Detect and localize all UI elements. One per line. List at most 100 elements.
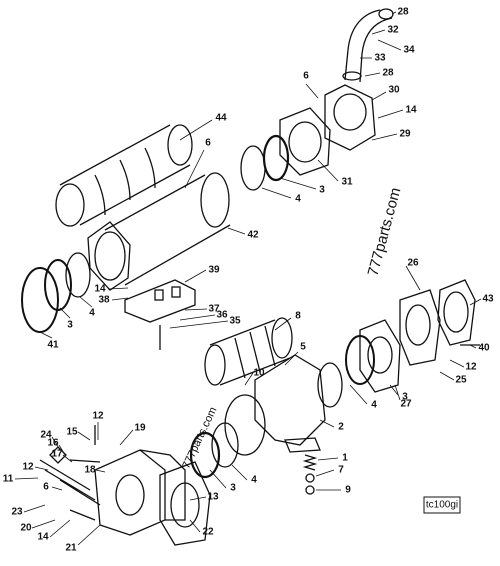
line-art-part xyxy=(333,93,367,131)
line-art-part xyxy=(94,231,126,281)
line-art-part xyxy=(94,147,156,216)
line-art-part xyxy=(55,183,85,227)
callout-number: 18 xyxy=(84,465,96,476)
line-art-part xyxy=(115,474,145,516)
callout-number: 11 xyxy=(3,474,14,485)
line-art-part xyxy=(211,422,239,468)
callout-number: 3 xyxy=(402,392,408,403)
callout-number: 17 xyxy=(51,449,63,460)
callout-number: 43 xyxy=(482,294,494,305)
callout-number: 6 xyxy=(205,138,211,149)
callout-number: 29 xyxy=(399,129,411,140)
callout-number: 27 xyxy=(400,399,412,410)
line-art-part xyxy=(359,319,401,393)
callout-number: 35 xyxy=(229,316,241,327)
line-art-part xyxy=(324,84,376,151)
line-art-part xyxy=(305,485,315,495)
callout-number: 4 xyxy=(295,194,301,205)
line-art-part xyxy=(437,279,476,346)
callout-number: 24 xyxy=(40,430,52,441)
callout-number: 31 xyxy=(341,177,353,188)
callout-number: 33 xyxy=(374,53,386,64)
line-art-part xyxy=(39,459,101,506)
line-art-part xyxy=(69,325,480,463)
callout-number: 14 xyxy=(405,105,417,116)
line-art-part xyxy=(189,431,221,479)
line-art-part xyxy=(59,124,191,226)
callout-number: 7 xyxy=(338,465,344,476)
callout-number: 15 xyxy=(66,427,78,438)
callout-number: 6 xyxy=(303,71,309,82)
line-art-part xyxy=(224,394,266,456)
callouts: 28 32 34 33 28 6 30 14 29 44 6 31 3 4 42… xyxy=(3,7,494,554)
callout-number: 26 xyxy=(407,258,419,269)
line-art-part xyxy=(124,279,196,323)
line-art-part xyxy=(170,482,200,528)
callout-number: 23 xyxy=(11,507,23,518)
callout-number: 37 xyxy=(208,304,220,315)
line-art-part xyxy=(288,121,322,163)
line-art-part xyxy=(305,473,315,483)
line-art-part xyxy=(367,336,393,374)
callout-number: 3 xyxy=(67,320,73,331)
callout-number: 9 xyxy=(345,485,351,496)
line-art-part xyxy=(49,446,67,464)
callout-number: 12 xyxy=(22,462,34,473)
callout-number: 32 xyxy=(387,25,399,36)
leader-lines-part xyxy=(244,265,482,428)
line-art-part xyxy=(254,354,326,446)
callout-number: 3 xyxy=(230,483,236,494)
line-art-part xyxy=(200,172,230,228)
callout-number: 41 xyxy=(47,340,59,351)
line-art-part xyxy=(317,362,343,408)
callout-number: 1 xyxy=(342,453,348,464)
callout-number: 8 xyxy=(295,311,301,322)
line-art-part xyxy=(69,509,96,521)
callout-number: 34 xyxy=(403,45,415,56)
line-art-part xyxy=(443,291,469,333)
leader-lines-part xyxy=(14,422,248,546)
line-art-part xyxy=(271,317,293,359)
callout-number: 28 xyxy=(397,7,409,18)
callout-number: 20 xyxy=(20,523,32,534)
line-art-part xyxy=(302,454,318,471)
line-art-part xyxy=(104,174,231,286)
line-art-part xyxy=(284,437,321,453)
line-art-part xyxy=(167,124,193,166)
drawing-id: tc100gi xyxy=(426,500,458,511)
callout-number: 14 xyxy=(94,284,106,295)
line-art-part xyxy=(234,325,276,379)
callout-number: 39 xyxy=(208,265,220,276)
line-art-part xyxy=(279,107,331,176)
callout-number: 10 xyxy=(253,368,265,379)
callout-number: 14 xyxy=(37,532,49,543)
callout-number: 6 xyxy=(43,482,49,493)
line-art-part xyxy=(209,319,291,386)
leader-lines xyxy=(14,11,482,546)
callout-number: 42 xyxy=(247,230,259,241)
callout-number: 4 xyxy=(371,400,377,411)
leader-lines-part xyxy=(107,269,229,329)
line-art-part xyxy=(378,8,394,20)
callout-number: 21 xyxy=(65,543,77,554)
callout-number: 16 xyxy=(47,438,59,449)
line-art-part xyxy=(159,461,211,546)
callout-number: 2 xyxy=(338,422,344,433)
callout-number: 28 xyxy=(382,68,394,79)
callout-number: 19 xyxy=(134,423,146,434)
callout-number: 4 xyxy=(89,308,95,319)
line-art xyxy=(21,8,480,546)
line-art-part xyxy=(171,286,181,298)
line-art-part xyxy=(44,259,72,311)
line-art-part xyxy=(399,289,441,366)
leader-lines-part xyxy=(305,11,404,141)
callout-number: 3 xyxy=(319,185,325,196)
callout-number: 5 xyxy=(300,342,306,353)
leader-lines-part xyxy=(39,296,93,339)
callout-number: 36 xyxy=(216,310,228,321)
drawing-id-box xyxy=(423,496,461,514)
callout-number: 12 xyxy=(92,411,104,422)
line-art-part xyxy=(342,71,362,81)
